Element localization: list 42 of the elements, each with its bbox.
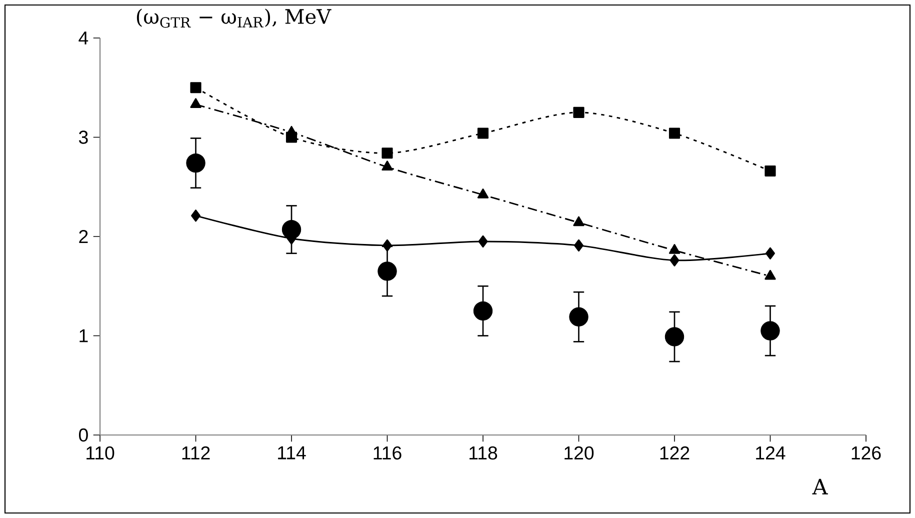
y-tick-label: 2 (79, 230, 88, 244)
point (760, 321, 780, 340)
x-tick-label: 122 (660, 446, 690, 460)
y-tick-label: 0 (78, 428, 88, 442)
x-tick-label: 112 (182, 446, 210, 460)
point (190, 98, 202, 108)
x-tick-label: 126 (852, 446, 881, 460)
point (282, 220, 302, 240)
point (764, 270, 776, 280)
point (473, 301, 493, 321)
x-tick-label: 124 (756, 446, 786, 460)
point (573, 106, 584, 118)
y-axis-title: (ω$_{GTR}$ − ω$_{IAR}$), MeV (136, 8, 332, 28)
x-tick-label: 118 (470, 446, 498, 460)
point (382, 239, 392, 252)
point (668, 244, 680, 254)
point (764, 165, 776, 177)
y-tick-label: 3 (78, 130, 88, 144)
point (477, 188, 489, 198)
point (191, 210, 200, 222)
point (190, 82, 202, 94)
point (670, 254, 680, 266)
point (668, 128, 680, 139)
x-tick-label: 120 (564, 446, 594, 460)
point (574, 239, 584, 252)
point (382, 148, 393, 159)
point (378, 262, 397, 281)
x-tick-label: 116 (374, 446, 402, 460)
point (573, 216, 584, 226)
point (477, 128, 489, 139)
y-tick-label: 1 (80, 329, 88, 342)
point (569, 307, 588, 326)
point (186, 153, 206, 173)
x-tick-label: 110 (86, 446, 114, 460)
point (766, 247, 775, 260)
point (478, 235, 488, 248)
point (664, 327, 684, 346)
x-tick-label: 114 (278, 446, 306, 460)
point (382, 160, 393, 171)
x-axis-title: A (812, 478, 828, 494)
y-tick-label: 4 (78, 32, 88, 44)
point (286, 126, 298, 136)
